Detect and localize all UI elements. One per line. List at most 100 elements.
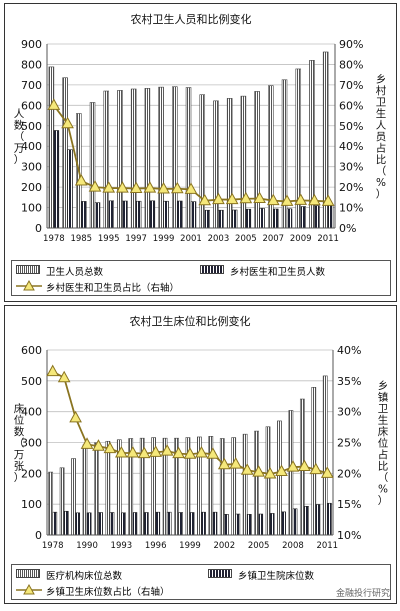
legend-swatch-village-doctors bbox=[200, 265, 224, 274]
bar-医疗机构床位总数 bbox=[277, 420, 282, 536]
marker-乡村医生和卫生员占比（右轴） bbox=[143, 181, 157, 193]
legend-label-village-doctors: 乡村医生和卫生员人数 bbox=[230, 267, 326, 278]
x-tick-label: 1990 bbox=[76, 541, 98, 551]
y-tick-label: 300 bbox=[21, 437, 42, 450]
y-axis-label: 人数（万） bbox=[14, 108, 25, 166]
y-tick-label: 400 bbox=[21, 140, 42, 153]
marker-乡村医生和卫生员占比（右轴） bbox=[74, 173, 88, 186]
marker-乡村医生和卫生员占比（右轴） bbox=[321, 194, 335, 206]
y-tick-label: 200 bbox=[21, 467, 42, 480]
marker-乡镇卫生床位数占比（右轴） bbox=[115, 445, 128, 458]
x-tick-label: 2005 bbox=[248, 541, 270, 551]
bar-医疗机构床位总数 bbox=[242, 433, 248, 536]
bar-乡镇卫生院床位数 bbox=[155, 511, 161, 536]
bar-乡镇卫生院床位数 bbox=[109, 512, 115, 536]
y-tick-label: 500 bbox=[21, 120, 42, 133]
x-tick-label: 1985 bbox=[70, 234, 92, 244]
x-tick-label: 2001 bbox=[180, 234, 202, 244]
y-tick-label: 0 bbox=[35, 529, 42, 542]
y-tick-label: 800 bbox=[21, 58, 42, 71]
x-tick-label: 2003 bbox=[208, 234, 230, 244]
y2-tick-label: 30% bbox=[337, 406, 361, 419]
bar-乡镇卫生院床位数 bbox=[86, 512, 92, 536]
marker-乡村医生和卫生员占比（右轴） bbox=[102, 181, 116, 193]
marker-乡镇卫生床位数占比（右轴） bbox=[126, 445, 140, 458]
marker-乡村医生和卫生员占比（右轴） bbox=[157, 181, 170, 194]
bar-乡镇卫生院床位数 bbox=[326, 502, 332, 536]
marker-乡村医生和卫生员占比（右轴） bbox=[308, 193, 321, 206]
bar-乡村医生和卫生员人数 bbox=[135, 200, 142, 229]
bar-乡村医生和卫生员人数 bbox=[300, 206, 306, 229]
bar-卫生人员总数 bbox=[240, 95, 247, 229]
x-tick-label: 2011 bbox=[317, 234, 339, 244]
x-tick-label: 2002 bbox=[213, 541, 235, 551]
bar-乡村医生和卫生员人数 bbox=[53, 130, 60, 229]
bar-乡镇卫生院床位数 bbox=[178, 512, 183, 536]
bar-乡镇卫生院床位数 bbox=[166, 511, 172, 536]
chart-panel-beds: 农村卫生床位和比例变化 0 100 200 300 400 500 600 10% 15% 20% 2… bbox=[4, 305, 397, 604]
legend-label-township-beds: 乡镇卫生院床位数 bbox=[238, 571, 315, 582]
bar-乡镇卫生院床位数 bbox=[304, 506, 309, 536]
bar-卫生人员总数 bbox=[103, 90, 110, 229]
bar-乡镇卫生院床位数 bbox=[224, 514, 229, 536]
bar-乡村医生和卫生员人数 bbox=[190, 201, 197, 229]
chart-personnel: 农村卫生人员和比例变化 0 100 200 300 400 500 600 700 800 900 0… bbox=[14, 12, 387, 244]
x-tick-label: 1996 bbox=[145, 541, 167, 551]
marker-乡镇卫生床位数占比（右轴） bbox=[195, 445, 208, 458]
bar-卫生人员总数 bbox=[89, 102, 96, 229]
bar-卫生人员总数 bbox=[254, 91, 260, 229]
y-axis-label: 床位数（万张） bbox=[14, 402, 25, 484]
x-tick-label: 2009 bbox=[290, 234, 312, 244]
bar-乡村医生和卫生员人数 bbox=[231, 209, 238, 229]
marker-乡村医生和卫生员占比（右轴） bbox=[239, 191, 253, 204]
marker-乡村医生和卫生员占比（右轴） bbox=[170, 181, 184, 194]
y2-tick-label: 50% bbox=[339, 120, 363, 133]
marker-乡村医生和卫生员占比（右轴） bbox=[116, 181, 129, 193]
y-tick-label: 100 bbox=[21, 202, 42, 215]
x-tick-label: 1978 bbox=[43, 234, 65, 244]
marker-乡镇卫生床位数占比（右轴） bbox=[309, 462, 323, 475]
marker-乡镇卫生床位数占比（右轴） bbox=[275, 464, 288, 476]
bar-乡镇卫生院床位数 bbox=[98, 512, 103, 536]
marker-乡村医生和卫生员占比（右轴） bbox=[198, 193, 212, 206]
y2-tick-label: 40% bbox=[337, 344, 361, 357]
x-tick-label: 2005 bbox=[235, 234, 257, 244]
marker-乡镇卫生床位数占比（右轴） bbox=[229, 457, 243, 469]
bar-乡村医生和卫生员人数 bbox=[67, 149, 73, 229]
bar-乡村医生和卫生员人数 bbox=[314, 205, 320, 229]
legend-swatch-total-personnel bbox=[16, 265, 40, 274]
bar-乡镇卫生院床位数 bbox=[235, 513, 241, 536]
marker-乡镇卫生床位数占比（右轴） bbox=[217, 457, 231, 470]
x-tick-label: 1999 bbox=[179, 541, 201, 551]
bar-卫生人员总数 bbox=[185, 87, 192, 229]
marker-乡镇卫生床位数占比（右轴） bbox=[69, 410, 82, 423]
y2-axis-label: 乡镇卫生床位占比（%） bbox=[378, 380, 389, 507]
x-tick-label: 1999 bbox=[153, 234, 175, 244]
marker-乡村医生和卫生员占比（右轴） bbox=[253, 191, 266, 204]
legend-swatch-village-doctor-share bbox=[16, 280, 42, 291]
marker-乡镇卫生床位数占比（右轴） bbox=[103, 441, 117, 454]
bar-卫生人员总数 bbox=[117, 90, 123, 229]
legend-swatch-total-beds bbox=[16, 569, 40, 578]
y2-axis-label: 乡村卫生人员占比（%） bbox=[376, 74, 387, 201]
y2-tick-label: 10% bbox=[337, 529, 361, 542]
legend-label-total-beds: 医疗机构床位总数 bbox=[46, 571, 123, 582]
marker-乡镇卫生床位数占比（右轴） bbox=[92, 439, 105, 451]
marker-乡村医生和卫生员占比（右轴） bbox=[294, 193, 308, 205]
y2-tick-label: 80% bbox=[339, 58, 363, 71]
bar-乡镇卫生院床位数 bbox=[269, 513, 275, 536]
x-tick-label: 1978 bbox=[42, 541, 64, 551]
marker-乡镇卫生床位数占比（右轴） bbox=[80, 437, 94, 449]
bar-乡村医生和卫生员人数 bbox=[163, 200, 169, 229]
marker-乡镇卫生床位数占比（右轴） bbox=[46, 364, 60, 377]
bar-乡镇卫生院床位数 bbox=[63, 510, 69, 536]
marker-乡村医生和卫生员占比（右轴） bbox=[61, 116, 74, 129]
x-tick-label: 2011 bbox=[316, 541, 338, 551]
y-tick-label: 900 bbox=[21, 38, 42, 51]
bar-卫生人员总数 bbox=[48, 66, 55, 229]
bar-医疗机构床位总数 bbox=[105, 440, 111, 536]
x-tick-label: 1995 bbox=[98, 234, 120, 244]
chart-beds: 农村卫生床位和比例变化 0 100 200 300 400 500 600 10% 15% 20% 2… bbox=[14, 314, 389, 551]
bar-卫生人员总数 bbox=[144, 88, 151, 229]
chart-title: 农村卫生人员和比例变化 bbox=[131, 12, 252, 26]
